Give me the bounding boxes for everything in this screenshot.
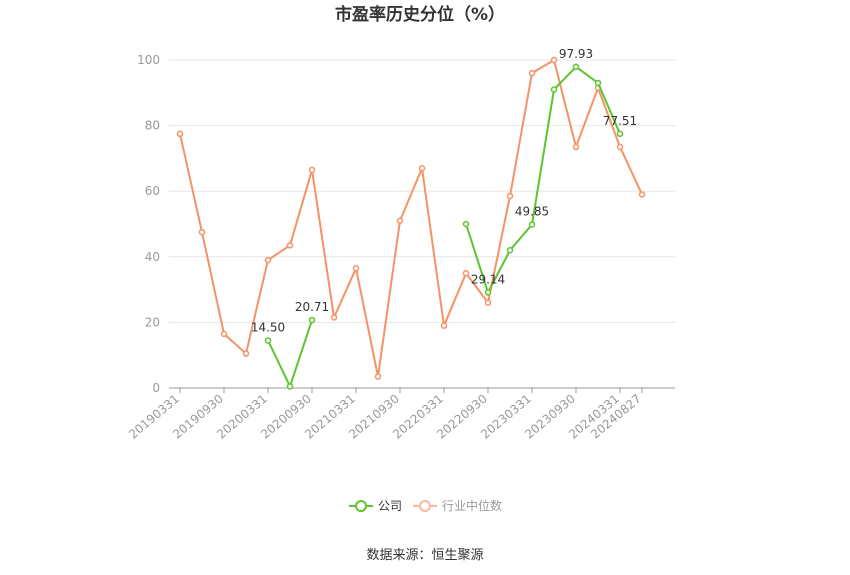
data-label: 97.93 (559, 47, 593, 61)
y-tick-label: 60 (145, 184, 160, 198)
source-note: 数据来源：恒生聚源 (366, 548, 483, 563)
data-point (286, 383, 294, 390)
data-point (528, 221, 536, 228)
data-label: 14.50 (251, 320, 285, 334)
data-label: 49.85 (515, 204, 549, 218)
data-point (462, 220, 470, 228)
data-point (506, 192, 514, 200)
data-point (484, 299, 492, 306)
y-axis: 0 20 40 60 80 100 (137, 53, 160, 395)
series-layer (176, 56, 646, 390)
legend-industry-median-label: 行业中位数 (442, 498, 502, 513)
data-point (616, 143, 624, 151)
y-tick-label: 20 (145, 315, 160, 329)
data-point (418, 164, 426, 172)
data-point (352, 265, 360, 272)
data-point (572, 63, 580, 71)
y-tick-label: 40 (145, 250, 160, 264)
data-point (528, 69, 536, 77)
data-point (440, 322, 448, 329)
data-point (220, 330, 228, 338)
data-point (594, 79, 602, 87)
series-line (179, 59, 643, 378)
y-tick-label: 100 (137, 53, 160, 67)
legend-company-label: 公司 (378, 499, 402, 513)
data-point (198, 228, 206, 236)
legend-industry-median-swatch-dot (419, 500, 431, 512)
data-label: 20.71 (295, 300, 329, 314)
data-point (396, 217, 404, 224)
data-point (616, 130, 624, 138)
chart-title: 市盈率历史分位（%） (335, 4, 505, 25)
grid-lines (169, 59, 675, 323)
data-point (308, 316, 316, 324)
legend-company-swatch-dot (355, 500, 367, 512)
data-point (572, 143, 580, 151)
data-point (484, 289, 492, 296)
data-point (330, 314, 338, 321)
data-point (638, 191, 646, 198)
data-point (462, 269, 470, 277)
data-point (264, 337, 272, 344)
y-tick-label: 0 (152, 381, 160, 395)
series-line (465, 65, 621, 294)
data-point (550, 86, 558, 93)
data-point (374, 373, 382, 380)
data-point (308, 166, 316, 174)
data-point (264, 256, 272, 264)
data-point (286, 242, 294, 249)
data-point (550, 56, 558, 64)
data-point (176, 130, 184, 138)
legend: 公司 行业中位数 (349, 498, 502, 513)
y-tick-label: 80 (145, 119, 160, 133)
data-label: 77.51 (603, 114, 637, 128)
data-point (242, 350, 250, 357)
x-axis: 2019033120190930202003312020093020210331… (126, 387, 675, 442)
data-labels: 14.50 20.71 29.14 49.85 97.93 77.51 (251, 47, 637, 335)
data-label: 29.14 (471, 272, 505, 286)
data-point (506, 246, 514, 254)
